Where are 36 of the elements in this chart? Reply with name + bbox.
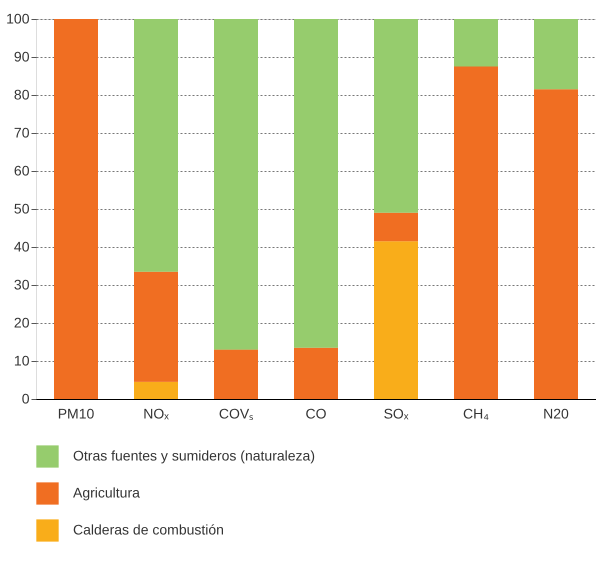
x-tick-label: COVₛ	[218, 406, 254, 422]
x-tick-label: N20	[543, 406, 570, 422]
y-tick-label: 90	[14, 48, 30, 64]
y-tick-label: 50	[14, 200, 30, 216]
bar	[134, 272, 178, 382]
y-tick-label: 60	[14, 162, 30, 178]
legend-label: Otras fuentes y sumideros (naturaleza)	[73, 448, 315, 464]
bar	[294, 348, 338, 399]
bar	[134, 19, 178, 272]
bar	[294, 19, 338, 348]
x-tick-label: PM10	[58, 406, 94, 422]
bar	[454, 19, 498, 66]
y-tick-label: 70	[14, 124, 30, 140]
bar	[54, 19, 98, 399]
x-tick-label: SOₓ	[384, 406, 409, 422]
bar	[374, 212, 418, 242]
bar	[134, 382, 178, 399]
bar	[214, 19, 258, 350]
y-tick-label: 20	[14, 314, 30, 330]
y-tick-label: 40	[14, 238, 30, 254]
legend-label: Agricultura	[73, 484, 140, 500]
y-tick-label: 80	[14, 86, 30, 102]
y-tick-label: 0	[22, 390, 30, 406]
bar	[214, 350, 258, 399]
legend-label: Calderas de combustión	[73, 522, 224, 538]
y-tick-label: 100	[6, 10, 30, 26]
bar	[534, 89, 578, 399]
bar	[454, 66, 498, 399]
bar	[374, 241, 418, 399]
bar	[374, 19, 418, 213]
x-tick-label: CO	[306, 406, 327, 422]
x-tick-label: NOₓ	[143, 406, 170, 422]
x-tick-label: CH₄	[463, 406, 490, 422]
bar	[534, 19, 578, 90]
y-tick-label: 30	[14, 276, 30, 292]
y-tick-label: 10	[14, 352, 30, 368]
